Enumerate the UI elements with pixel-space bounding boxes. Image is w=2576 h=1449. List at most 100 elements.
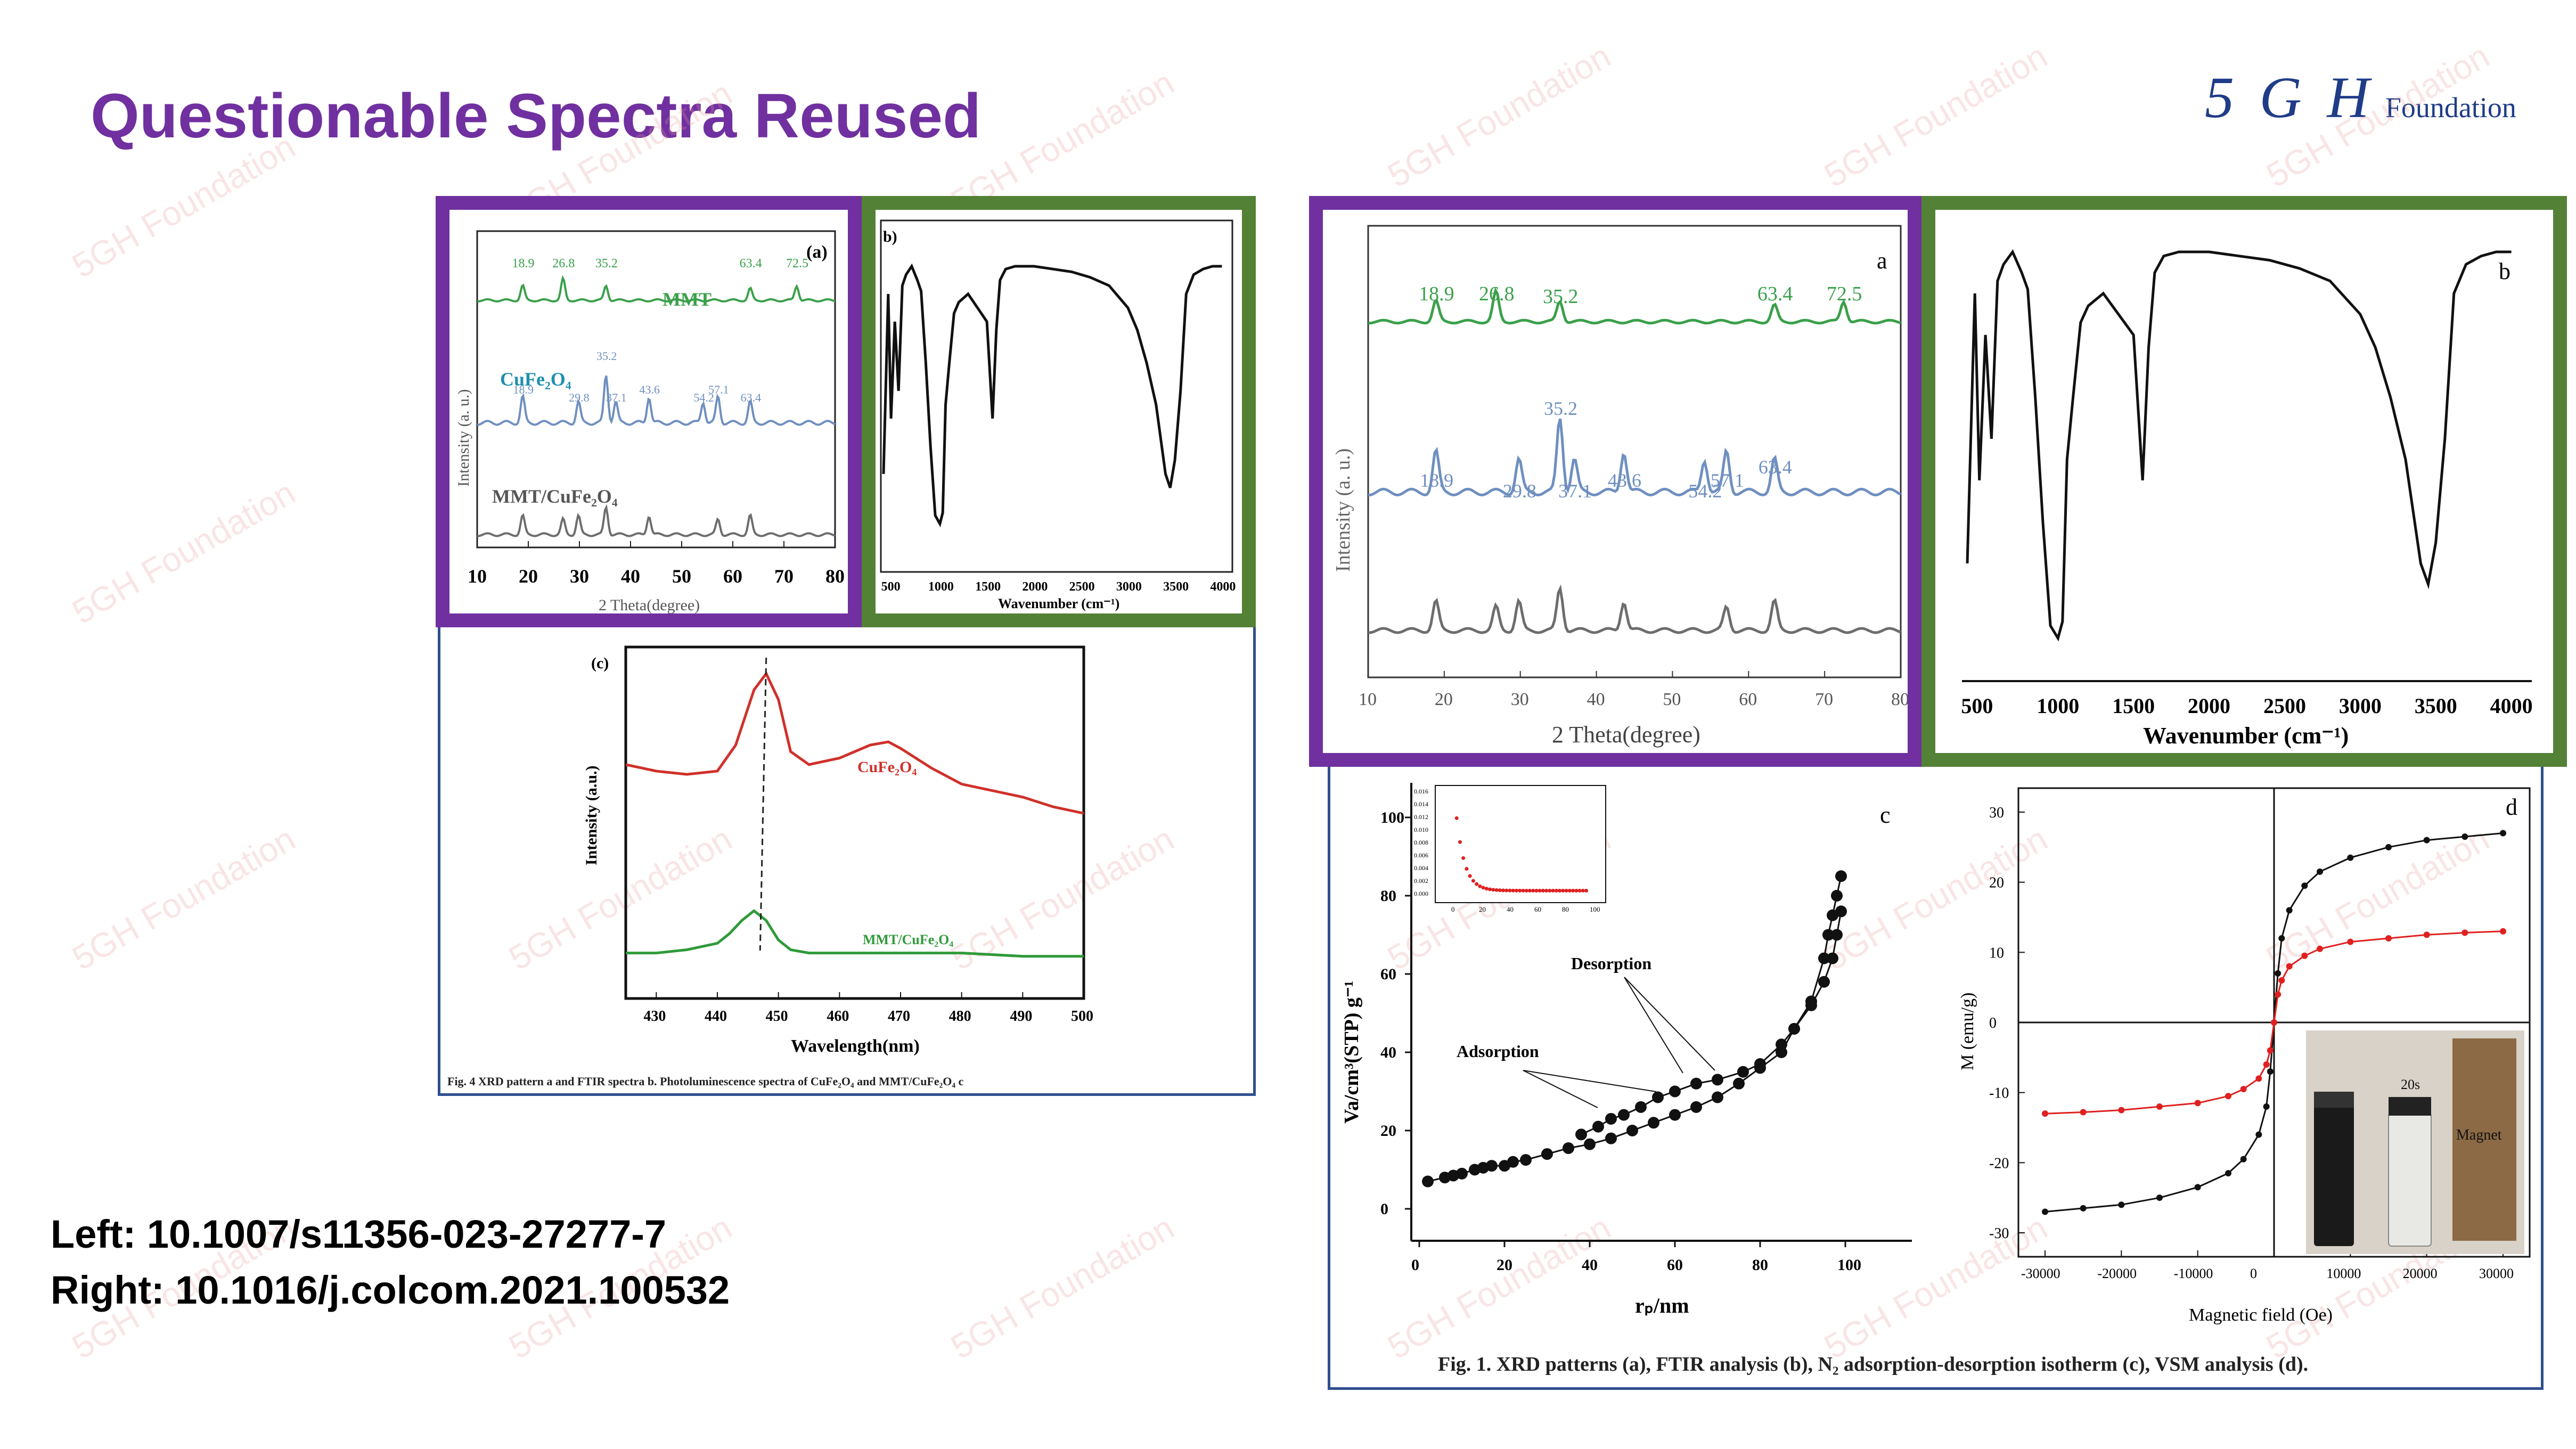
inset-point: [1478, 884, 1482, 888]
inset-tick-label: 0.012: [1414, 813, 1428, 821]
right-xrd-chart: a Intensity (a. u.) 2 Theta(degree) 10 20…: [1332, 225, 1909, 748]
data-point: [2500, 928, 2506, 935]
right-bet-chart: c Va/cm³(STP) g⁻¹ rₚ/nm 0 20 40 60 80 100 0 20 4…: [1340, 783, 1912, 1317]
data-point: [2080, 1205, 2087, 1211]
tick-label: 30000: [2479, 1266, 2514, 1281]
right-ftir-xlabel: Wavenumber (cm⁻¹): [2143, 723, 2349, 749]
inset-point: [1554, 888, 1558, 893]
tick-label: 20: [1496, 1256, 1512, 1274]
right-vsm-xlabel: Magnetic field (Oe): [2189, 1305, 2333, 1325]
data-point: [2267, 1068, 2274, 1075]
peak-label: 29.8: [569, 391, 590, 404]
inset-tick-label: 0: [1451, 905, 1455, 913]
inset-point: [1471, 879, 1475, 883]
inset-tick-label: 60: [1534, 905, 1541, 913]
left-pl-xlabel: Wavelength(nm): [791, 1036, 920, 1056]
tick-label: 40: [1587, 690, 1605, 709]
data-point: [1831, 929, 1843, 941]
left-xrd-composite-line: [477, 504, 836, 537]
inset-point: [1584, 889, 1589, 893]
right-bet-desorption-label: Desorption: [1571, 954, 1651, 973]
peak-label: 35.2: [596, 349, 617, 363]
right-xrd-frame: a Intensity (a. u.) 2 Theta(degree) 10 20…: [1309, 196, 1921, 767]
tick-label: 2500: [1069, 580, 1095, 594]
tick-label: 10000: [2326, 1266, 2361, 1281]
left-pl-legend-cufe2o4: CuFe₂O₄: [857, 758, 917, 776]
right-bet-panel: c: [1880, 802, 1891, 828]
data-point: [1754, 1058, 1766, 1070]
vsm-photo-time-label: 20s: [2401, 1077, 2420, 1092]
inset-tick-label: 40: [1507, 905, 1514, 913]
peak-label: 63.4: [740, 257, 762, 271]
inset-point: [1544, 888, 1549, 893]
tick-label: 1500: [975, 580, 1001, 594]
left-xrd-cufe2o4-line: [477, 375, 836, 426]
tick-label: 3500: [2415, 694, 2457, 718]
peak-label: 54.2: [1688, 480, 1722, 502]
inset-point: [1527, 888, 1532, 893]
tick-label: 20: [1435, 690, 1453, 709]
inset-point: [1468, 874, 1472, 878]
right-xrd-ylabel: Intensity (a. u.): [1332, 448, 1354, 572]
peak-label: 35.2: [1543, 285, 1579, 308]
right-xrd-top-line: [1368, 286, 1901, 325]
inset-point: [1558, 888, 1562, 893]
inset-point: [1491, 888, 1495, 892]
data-point: [2385, 935, 2392, 942]
left-xrd-mmt-line: [477, 275, 836, 303]
peak-label: 26.8: [552, 257, 575, 271]
data-point: [2263, 1061, 2270, 1068]
tick-label: -30: [1989, 1225, 2009, 1242]
vsm-photo-inset: 20s Magnet: [2306, 1030, 2524, 1254]
tick-label: 500: [1961, 694, 1993, 718]
peak-label: 57.1: [708, 383, 729, 396]
data-point: [2194, 1100, 2201, 1107]
data-point: [1520, 1154, 1532, 1166]
peak-label: 72.5: [1827, 283, 1862, 305]
tick-label: 40: [621, 566, 640, 587]
data-point: [1541, 1148, 1553, 1160]
tick-label: 4000: [1210, 580, 1236, 594]
data-point: [2042, 1110, 2048, 1117]
peak-label: 18.9: [512, 257, 534, 271]
data-point: [1507, 1156, 1519, 1168]
data-point: [1788, 1022, 1800, 1035]
left-xrd-legend-cufe2o4: CuFe₂O₄: [500, 369, 571, 390]
peak-label: 18.9: [513, 383, 534, 396]
data-point: [2423, 837, 2430, 844]
inset-point: [1567, 888, 1572, 893]
left-ftir-line: [882, 263, 1222, 528]
left-pl-ylabel: Intensity (a.u.): [583, 765, 600, 865]
tick-label: 3000: [2339, 694, 2382, 718]
tick-label: 100: [1380, 809, 1404, 826]
data-point: [1827, 909, 1838, 921]
tick-label: 60: [723, 566, 742, 587]
data-point: [1690, 1101, 1702, 1113]
right-xrd-panel: a: [1877, 248, 1887, 274]
right-figure-caption: Fig. 1. XRD patterns (a), FTIR analysis …: [1438, 1353, 2309, 1376]
peak-label: 37.1: [606, 391, 627, 404]
left-xrd-ylabel: Intensity (a. u.): [455, 389, 472, 487]
data-point: [1605, 1112, 1617, 1125]
tick-label: 20: [1380, 1122, 1396, 1140]
reference-left: Left: 10.1007/s11356-023-27277-7: [51, 1212, 667, 1256]
inset-tick-label: 80: [1562, 905, 1569, 913]
inset-point: [1515, 888, 1519, 893]
tick-label: 80: [1752, 1256, 1768, 1274]
data-point: [2271, 1019, 2277, 1026]
data-point: [1818, 976, 1830, 988]
tick-label: 3000: [1116, 580, 1142, 594]
peak-label: 35.2: [595, 257, 618, 271]
tick-label: 60: [1739, 690, 1757, 709]
data-point: [1818, 952, 1830, 964]
inset-point: [1475, 882, 1479, 886]
peak-label: 72.5: [786, 257, 808, 271]
tick-label: 450: [766, 1008, 788, 1025]
data-point: [1835, 870, 1847, 882]
data-point: [2255, 1131, 2262, 1138]
tick-label: 2500: [2263, 694, 2306, 718]
data-point: [2275, 970, 2281, 977]
left-pl-legend-composite: MMT/CuFe₂O₄: [863, 932, 953, 947]
inset-point: [1465, 866, 1469, 871]
data-point: [2385, 844, 2392, 850]
